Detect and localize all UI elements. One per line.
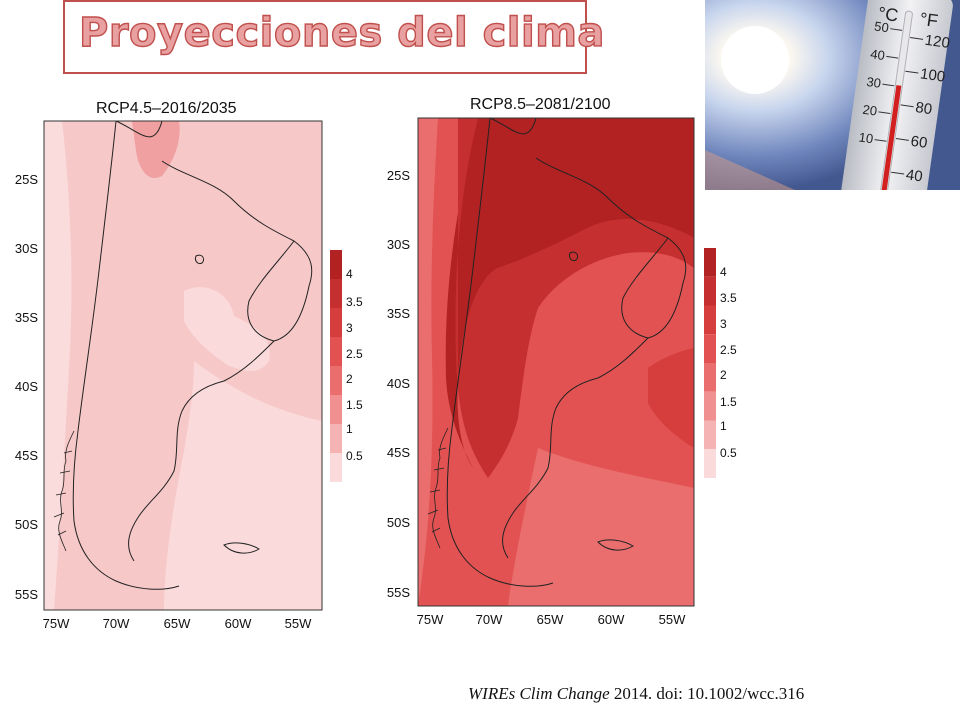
colorbar-rcp45 bbox=[330, 250, 342, 482]
map-rcp45 bbox=[43, 120, 323, 611]
legend-label: 3.5 bbox=[720, 291, 737, 305]
fahrenheit-tick: 80 bbox=[914, 99, 933, 118]
lat-label: 55S bbox=[386, 585, 410, 600]
citation: WIREs Clim Change 2014. doi: 10.1002/wcc… bbox=[468, 684, 804, 704]
lon-label: 75W bbox=[416, 612, 444, 627]
lat-label: 25S bbox=[14, 172, 38, 187]
lat-label: 45S bbox=[386, 445, 410, 460]
legend-label: 1 bbox=[720, 419, 727, 433]
lat-label: 30S bbox=[14, 241, 38, 256]
celsius-tick: 30 bbox=[866, 74, 882, 91]
citation-journal: WIREs Clim Change bbox=[468, 684, 610, 703]
celsius-symbol: °C bbox=[877, 3, 900, 26]
legend-label: 1.5 bbox=[346, 398, 363, 412]
celsius-tick: 10 bbox=[858, 129, 874, 146]
map-grid bbox=[43, 120, 323, 611]
thermometer-photo: °C °F 50 40 30 20 10 120 100 80 60 40 bbox=[705, 0, 960, 190]
legend-label: 2.5 bbox=[346, 347, 363, 361]
lat-label: 45S bbox=[14, 448, 38, 463]
lon-label: 55W bbox=[284, 616, 312, 631]
legend-label: 1 bbox=[346, 422, 353, 436]
lon-label: 75W bbox=[42, 616, 70, 631]
fahrenheit-tick: 60 bbox=[910, 133, 929, 152]
lat-label: 50S bbox=[386, 515, 410, 530]
fahrenheit-tick: 120 bbox=[924, 32, 951, 52]
slide-title-box: Proyecciones del clima bbox=[63, 0, 605, 74]
legend-label: 4 bbox=[720, 265, 727, 279]
map-title-rcp45: RCP4.5–2016/2035 bbox=[96, 100, 237, 117]
lon-label: 65W bbox=[536, 612, 564, 627]
lat-label: 40S bbox=[14, 379, 38, 394]
legend-label: 3 bbox=[720, 317, 727, 331]
lat-label: 30S bbox=[386, 237, 410, 252]
colorbar-rcp85 bbox=[704, 248, 716, 478]
legend-label: 3.5 bbox=[346, 295, 363, 309]
slide-title: Proyecciones del clima bbox=[78, 9, 605, 56]
lat-label: 25S bbox=[386, 168, 410, 183]
lat-label: 50S bbox=[14, 517, 38, 532]
celsius-tick: 50 bbox=[873, 19, 889, 36]
legend-label: 3 bbox=[346, 321, 353, 335]
fahrenheit-symbol: °F bbox=[918, 9, 939, 31]
lon-label: 55W bbox=[658, 612, 686, 627]
fahrenheit-tick: 40 bbox=[905, 166, 924, 185]
legend-label: 0.5 bbox=[346, 449, 363, 463]
lat-label: 35S bbox=[386, 306, 410, 321]
lon-label: 60W bbox=[224, 616, 252, 631]
lon-label: 65W bbox=[163, 616, 191, 631]
map-rcp85 bbox=[417, 117, 695, 607]
lat-label: 55S bbox=[14, 587, 38, 602]
map-title-rcp85: RCP8.5–2081/2100 bbox=[470, 96, 611, 113]
legend-label: 2.5 bbox=[720, 343, 737, 357]
legend-label: 1.5 bbox=[720, 395, 737, 409]
celsius-tick: 40 bbox=[869, 46, 885, 63]
citation-doi: 2014. doi: 10.1002/wcc.316 bbox=[609, 684, 805, 703]
celsius-tick: 20 bbox=[862, 102, 878, 119]
legend-label: 4 bbox=[346, 267, 353, 281]
legend-label: 2 bbox=[346, 372, 353, 386]
lat-label: 35S bbox=[14, 310, 38, 325]
lon-label: 60W bbox=[597, 612, 625, 627]
fahrenheit-tick: 100 bbox=[919, 65, 946, 85]
lon-label: 70W bbox=[475, 612, 503, 627]
lat-label: 40S bbox=[386, 376, 410, 391]
legend-label: 2 bbox=[720, 368, 727, 382]
legend-label: 0.5 bbox=[720, 446, 737, 460]
lon-label: 70W bbox=[102, 616, 130, 631]
